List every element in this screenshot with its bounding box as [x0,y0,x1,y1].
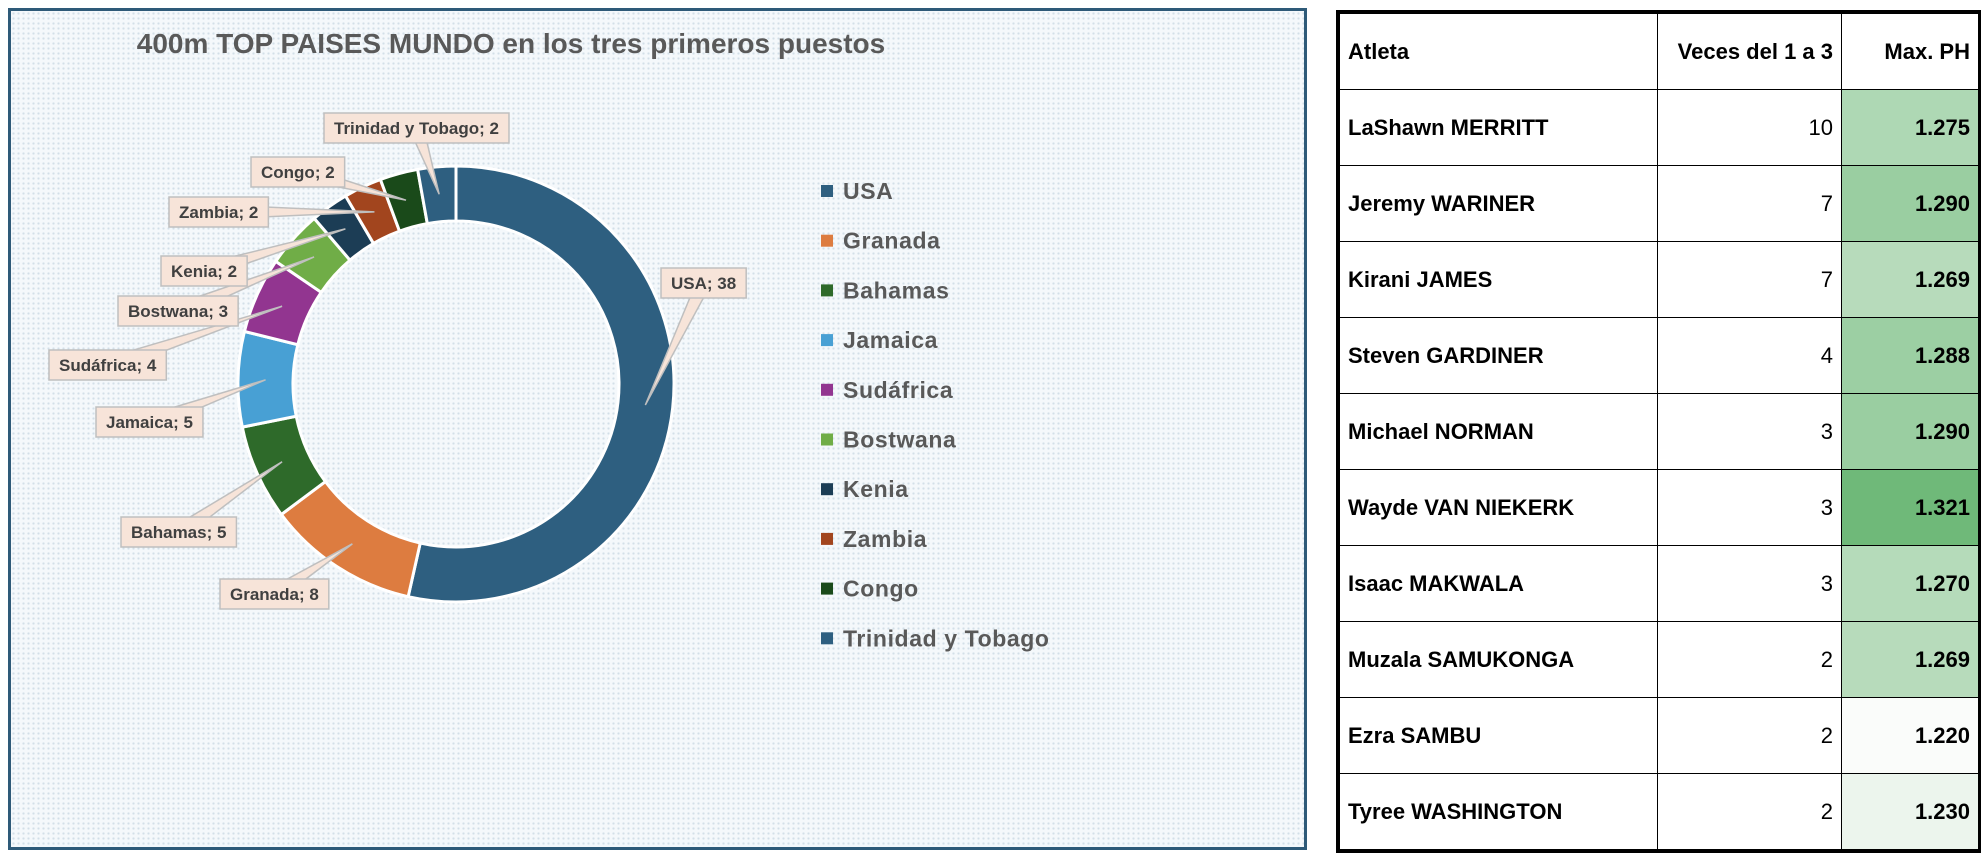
veces-cell: 4 [1658,318,1842,394]
header-veces: Veces del 1 a 3 [1658,14,1842,90]
doughnut-chart: 400m TOP PAISES MUNDO en los tres primer… [11,11,1304,847]
legend-swatch [821,235,833,247]
legend: USA Granada Bahamas Jamaica Sudáfrica Bostwan… [821,178,1050,651]
veces-cell: 3 [1658,546,1842,622]
legend-swatch [821,583,833,595]
data-label: Granada; 8 [230,585,319,604]
legend-label: Jamaica [843,327,938,353]
header-atleta: Atleta [1340,14,1658,90]
legend-swatch [821,632,833,644]
veces-cell: 2 [1658,622,1842,698]
legend-swatch [821,434,833,446]
veces-cell: 2 [1658,774,1842,850]
table-row: Muzala SAMUKONGA 2 1.269 [1340,622,1979,698]
table-row: Isaac MAKWALA 3 1.270 [1340,546,1979,622]
athlete-name-cell: Steven GARDINER [1340,318,1658,394]
max-ph-cell: 1.288 [1842,318,1979,394]
veces-cell: 7 [1658,166,1842,242]
table-row: Steven GARDINER 4 1.288 [1340,318,1979,394]
data-label: USA; 38 [671,274,736,293]
max-ph-cell: 1.230 [1842,774,1979,850]
athlete-name-cell: Tyree WASHINGTON [1340,774,1658,850]
athlete-name-cell: Isaac MAKWALA [1340,546,1658,622]
athlete-name-cell: Jeremy WARINER [1340,166,1658,242]
max-ph-cell: 1.220 [1842,698,1979,774]
data-label: Zambia; 2 [179,203,258,222]
athlete-name-cell: LaShawn MERRITT [1340,90,1658,166]
max-ph-cell: 1.269 [1842,622,1979,698]
athlete-name-cell: Kirani JAMES [1340,242,1658,318]
table-row: Kirani JAMES 7 1.269 [1340,242,1979,318]
slices [238,166,674,602]
athlete-table: Atleta Veces del 1 a 3 Max. PH LaShawn M… [1339,13,1979,850]
table-row: Ezra SAMBU 2 1.220 [1340,698,1979,774]
data-label: Bahamas; 5 [131,523,226,542]
legend-label: Granada [843,228,941,254]
athlete-name-cell: Ezra SAMBU [1340,698,1658,774]
veces-cell: 7 [1658,242,1842,318]
slice-usa [408,166,674,602]
legend-label: Congo [843,576,919,602]
data-label: Sudáfrica; 4 [59,356,157,375]
data-label: Trinidad y Tobago; 2 [334,119,499,138]
legend-swatch [821,483,833,495]
legend-swatch [821,284,833,296]
legend-label: Zambia [843,526,927,552]
chart-title: 400m TOP PAISES MUNDO en los tres primer… [137,28,885,59]
legend-swatch [821,533,833,545]
max-ph-cell: 1.290 [1842,394,1979,470]
table-row: Michael NORMAN 3 1.290 [1340,394,1979,470]
max-ph-cell: 1.290 [1842,166,1979,242]
data-label: Kenia; 2 [171,262,237,281]
legend-swatch [821,185,833,197]
legend-swatch [821,334,833,346]
table-header-row: Atleta Veces del 1 a 3 Max. PH [1340,14,1979,90]
table-row: LaShawn MERRITT 10 1.275 [1340,90,1979,166]
data-label: Congo; 2 [261,163,335,182]
veces-cell: 3 [1658,394,1842,470]
max-ph-cell: 1.321 [1842,470,1979,546]
athlete-table-panel: Atleta Veces del 1 a 3 Max. PH LaShawn M… [1336,10,1981,853]
legend-label: Bahamas [843,277,949,303]
table-row: Tyree WASHINGTON 2 1.230 [1340,774,1979,850]
athlete-name-cell: Wayde VAN NIEKERK [1340,470,1658,546]
table-row: Wayde VAN NIEKERK 3 1.321 [1340,470,1979,546]
legend-swatch [821,384,833,396]
data-label: Bostwana; 3 [128,302,228,321]
legend-label: Trinidad y Tobago [843,625,1050,651]
max-ph-cell: 1.269 [1842,242,1979,318]
table-body: LaShawn MERRITT 10 1.275 Jeremy WARINER 7 1.2… [1340,90,1979,850]
veces-cell: 10 [1658,90,1842,166]
table-row: Jeremy WARINER 7 1.290 [1340,166,1979,242]
slice-jamaica [238,331,298,427]
header-max-ph: Max. PH [1842,14,1979,90]
max-ph-cell: 1.275 [1842,90,1979,166]
legend-label: Sudáfrica [843,377,953,403]
data-label: Jamaica; 5 [106,413,193,432]
max-ph-cell: 1.270 [1842,546,1979,622]
chart-panel: 400m TOP PAISES MUNDO en los tres primer… [8,8,1307,850]
athlete-name-cell: Muzala SAMUKONGA [1340,622,1658,698]
veces-cell: 3 [1658,470,1842,546]
legend-label: USA [843,178,893,204]
athlete-name-cell: Michael NORMAN [1340,394,1658,470]
veces-cell: 2 [1658,698,1842,774]
legend-label: Bostwana [843,427,956,453]
legend-label: Kenia [843,476,909,502]
